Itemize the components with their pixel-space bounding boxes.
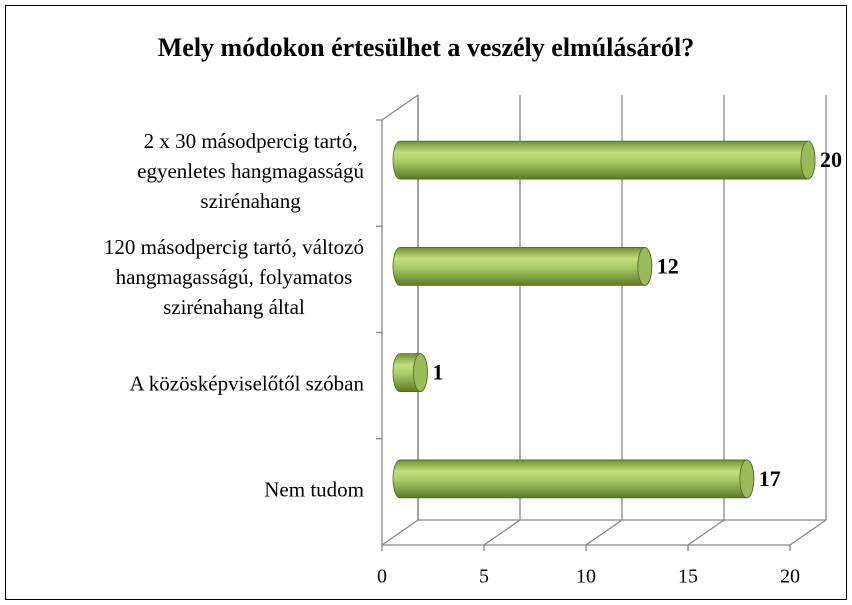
floor-grid-line bbox=[381, 519, 419, 546]
data-label: 17 bbox=[759, 466, 781, 491]
y-tick-label: szirénahang által bbox=[163, 295, 305, 319]
bar bbox=[392, 246, 653, 286]
x-tick-label: 5 bbox=[479, 566, 489, 588]
floor-grid-line bbox=[585, 519, 623, 546]
x-tick-label: 20 bbox=[780, 566, 800, 588]
y-tick-label: A közösképviselőtől szóban bbox=[130, 371, 365, 395]
floor-grid-line bbox=[483, 519, 521, 546]
bar bbox=[392, 140, 816, 180]
y-tick-label: hangmagasságú, folyamatos bbox=[116, 265, 353, 289]
bar-cap bbox=[739, 459, 755, 499]
x-tick-label: 15 bbox=[678, 566, 698, 588]
y-tick-label: egyenletes hangmagasságú bbox=[137, 159, 364, 183]
chart-border bbox=[5, 5, 847, 600]
bar-cap bbox=[637, 246, 653, 286]
bar-cap bbox=[800, 140, 816, 180]
y-tick-label: 2 x 30 másodpercig tartó, bbox=[144, 129, 358, 153]
x-tick-label: 10 bbox=[576, 566, 596, 588]
data-label: 1 bbox=[432, 360, 443, 385]
floor-grid-line bbox=[687, 519, 725, 546]
data-label: 12 bbox=[657, 253, 679, 278]
bar-cap bbox=[412, 353, 428, 393]
data-label: 20 bbox=[820, 147, 842, 172]
y-tick-label: szirénahang bbox=[200, 189, 301, 213]
y-tick-label: 120 másodpercig tartó, változó bbox=[104, 235, 364, 259]
bar bbox=[392, 459, 755, 499]
chart-title: Mely módokon értesülhet a veszély elmúlá… bbox=[158, 33, 695, 62]
wall-top bbox=[381, 94, 419, 121]
y-tick-label: Nem tudom bbox=[264, 478, 364, 502]
x-tick-label: 0 bbox=[377, 566, 387, 588]
floor-grid-line bbox=[789, 519, 827, 546]
